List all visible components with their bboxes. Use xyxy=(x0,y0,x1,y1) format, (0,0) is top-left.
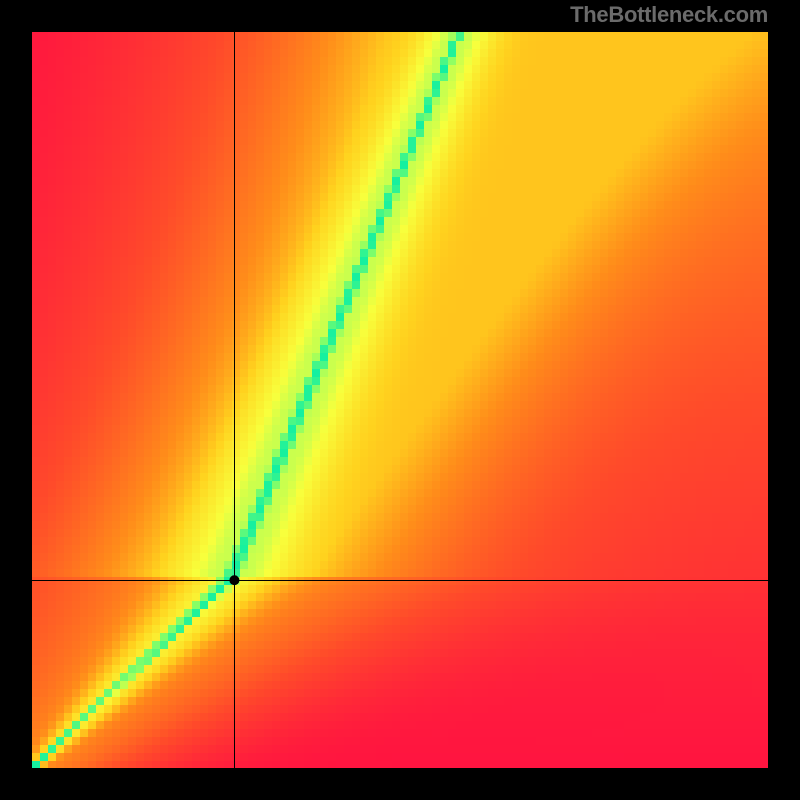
plot-area xyxy=(32,32,768,768)
heatmap-canvas xyxy=(32,32,768,768)
chart-container: TheBottleneck.com xyxy=(0,0,800,800)
watermark-text: TheBottleneck.com xyxy=(570,2,768,28)
